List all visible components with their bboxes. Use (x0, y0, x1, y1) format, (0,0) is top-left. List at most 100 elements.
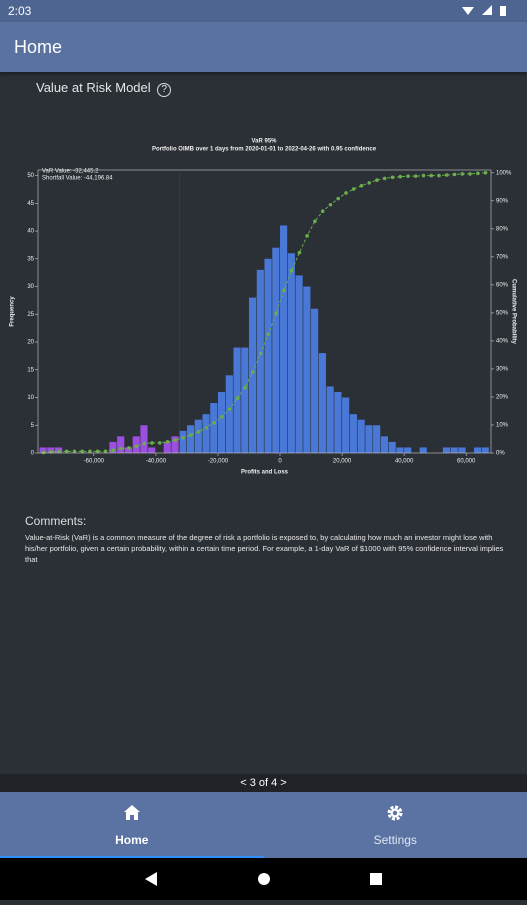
section-label: Value at Risk Model (36, 80, 151, 95)
y2-tick-label: 40% (496, 338, 509, 344)
cumulative-point (414, 174, 418, 178)
cumulative-point (88, 450, 92, 454)
comments-label: Comments: (25, 514, 86, 528)
bar (334, 392, 341, 453)
cumulative-point (453, 173, 457, 177)
x-tick-label: 0 (278, 459, 282, 465)
bar (319, 353, 326, 453)
bar (474, 447, 481, 453)
bar (218, 392, 225, 453)
y-tick-label: 50 (27, 173, 34, 179)
cumulative-point (181, 436, 185, 440)
cumulative-point (142, 442, 146, 446)
cumulative-point (212, 421, 216, 425)
y-tick-label: 25 (27, 312, 34, 318)
cumulative-point (375, 178, 379, 182)
app-title: Home (14, 37, 62, 58)
bar (396, 447, 403, 453)
chart-title: VaR 95% (251, 139, 277, 145)
y2-tick-label: 30% (496, 367, 509, 373)
cumulative-point (282, 289, 286, 293)
bar (202, 414, 209, 453)
nav-item[interactable]: Settings (264, 792, 527, 858)
y2-tick-label: 0% (496, 451, 505, 457)
recents-button[interactable] (370, 873, 382, 885)
y-axis-label: Frequency (10, 296, 16, 327)
cumulative-point (290, 269, 294, 273)
bar (226, 375, 233, 453)
cumulative-point (398, 175, 402, 179)
cumulative-point (205, 426, 209, 430)
x-tick-label: 20,000 (333, 459, 352, 465)
cumulative-point (391, 175, 395, 179)
cumulative-point (236, 397, 240, 401)
cumulative-point (360, 184, 364, 188)
nav-item[interactable]: Home (0, 792, 264, 858)
bar (311, 309, 318, 453)
cumulative-point (173, 438, 177, 442)
bar (265, 259, 272, 453)
section-title: Value at Risk Model ? (36, 80, 171, 97)
help-icon[interactable]: ? (157, 83, 171, 97)
cumulative-point (329, 203, 333, 207)
cumulative-point (313, 219, 317, 223)
cumulative-point (437, 174, 441, 178)
bar (420, 447, 427, 453)
cumulative-point (259, 352, 263, 356)
y2-tick-label: 100% (496, 170, 512, 176)
home-button[interactable] (258, 873, 270, 885)
y2-tick-label: 70% (496, 254, 509, 260)
pager[interactable]: < 3 of 4 > (0, 774, 527, 792)
bar (241, 348, 248, 453)
nav-label: Home (0, 833, 264, 847)
cumulative-point (468, 172, 472, 176)
bar (288, 253, 295, 453)
cumulative-point (484, 171, 488, 175)
cumulative-point (267, 332, 271, 336)
bar (296, 275, 303, 453)
cumulative-point (383, 177, 387, 181)
bar (179, 431, 186, 453)
y-tick-label: 30 (27, 284, 34, 290)
y-tick-label: 15 (27, 367, 34, 373)
cumulative-point (73, 450, 77, 454)
bar (272, 248, 279, 453)
y-tick-label: 20 (27, 340, 34, 346)
bar (443, 447, 450, 453)
cumulative-point (406, 174, 410, 178)
y-tick-label: 0 (31, 451, 35, 457)
cumulative-point (166, 440, 170, 444)
bar (280, 225, 287, 453)
cumulative-point (150, 441, 154, 445)
x-tick-label: 40,000 (395, 459, 414, 465)
cumulative-point (460, 172, 464, 176)
x-tick-label: -40,000 (146, 459, 167, 465)
cumulative-point (42, 451, 46, 455)
bar (358, 420, 365, 453)
bar (373, 425, 380, 453)
cumulative-point (298, 251, 302, 255)
cumulative-point (243, 386, 247, 390)
y2-tick-label: 50% (496, 310, 509, 316)
cumulative-point (220, 415, 224, 419)
cumulative-point (367, 181, 371, 185)
status-icons (462, 5, 520, 17)
cumulative-point (344, 191, 348, 195)
var-label: VaR Value: -32,445.2 (42, 169, 99, 175)
bar (117, 436, 124, 453)
cumulative-point (104, 450, 108, 454)
y-tick-label: 10 (27, 395, 34, 401)
app-bar: Home (0, 22, 527, 72)
bar (195, 420, 202, 453)
bar (451, 447, 458, 453)
cumulative-point (445, 173, 449, 177)
back-button[interactable] (145, 872, 157, 886)
cumulative-point (57, 450, 61, 454)
x-tick-label: -20,000 (208, 459, 229, 465)
bar (148, 447, 155, 453)
cumulative-point (189, 433, 193, 437)
cumulative-point (135, 444, 139, 448)
bar (249, 298, 256, 453)
cumulative-point (422, 174, 426, 178)
